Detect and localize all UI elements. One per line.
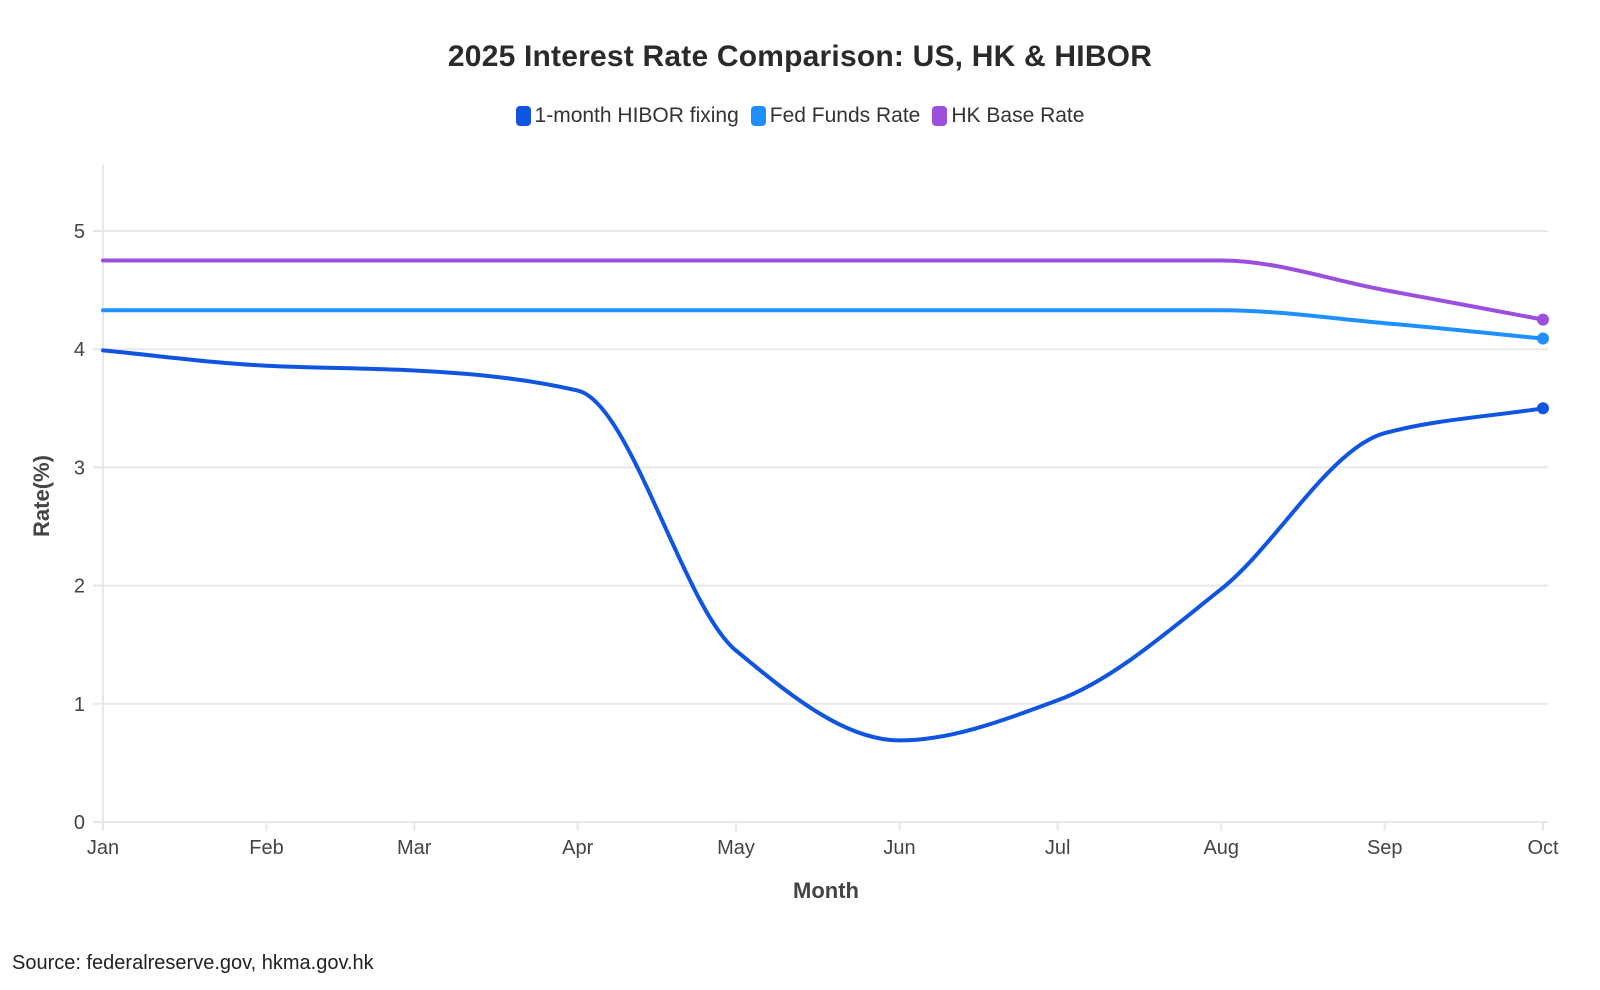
legend-swatch-hk-base: [932, 106, 948, 126]
y-axis-title: Rate(%): [29, 455, 54, 537]
series-line-hibor: [101, 348, 1545, 743]
x-tick-label: Apr: [562, 837, 593, 859]
x-axis-ticks: Jan Feb Mar Apr May Jun Jul Aug Sep Oct: [87, 822, 1559, 859]
legend-swatch-fed-funds: [750, 106, 766, 126]
x-tick-label: May: [717, 837, 755, 859]
y-tick-label: 5: [74, 221, 85, 243]
y-tick-label: 2: [74, 576, 85, 598]
legend-label-hibor: 1-month HIBOR fixing: [534, 104, 739, 127]
x-tick-label: Aug: [1203, 837, 1239, 859]
y-axis-ticks: 0 1 2 3 4 5: [74, 221, 85, 834]
legend-label-hk-base: HK Base Rate: [951, 104, 1085, 127]
data-point-hibor-oct: [1537, 402, 1549, 415]
x-tick-label: Jun: [883, 837, 915, 859]
y-tick-label: 0: [74, 812, 85, 834]
legend-item-fed-funds[interactable]: Fed Funds Rate: [750, 104, 921, 128]
data-point-hk-base-oct: [1537, 313, 1549, 326]
y-tick-label: 4: [74, 339, 85, 361]
x-tick-label: Sep: [1367, 837, 1403, 859]
axes: [102, 164, 1548, 830]
series-line-fed-funds: [101, 308, 1545, 341]
x-tick-label: Jan: [87, 837, 119, 859]
legend-item-hibor[interactable]: 1-month HIBOR fixing: [515, 104, 739, 128]
source-note: Source: federalreserve.gov, hkma.gov.hk: [12, 952, 374, 974]
legend-item-hk-base[interactable]: HK Base Rate: [932, 104, 1084, 128]
x-tick-label: Mar: [397, 837, 432, 859]
legend-swatch-hibor: [515, 106, 531, 126]
x-axis-title: Month: [793, 878, 859, 903]
y-tick-label: 1: [74, 694, 85, 716]
x-tick-label: Jul: [1045, 837, 1071, 859]
series-end-markers: [1537, 313, 1549, 415]
legend: 1-month HIBOR fixing Fed Funds Rate HK B…: [0, 104, 1600, 128]
data-point-fed-funds-oct: [1537, 332, 1549, 345]
series-lines: [101, 258, 1545, 743]
x-tick-label: Feb: [249, 837, 283, 859]
legend-label-fed-funds: Fed Funds Rate: [769, 104, 921, 127]
y-tick-label: 3: [74, 457, 85, 479]
series-line-hk-base: [101, 258, 1545, 322]
chart-title: 2025 Interest Rate Comparison: US, HK & …: [447, 40, 1153, 73]
x-tick-label: Oct: [1527, 837, 1559, 859]
